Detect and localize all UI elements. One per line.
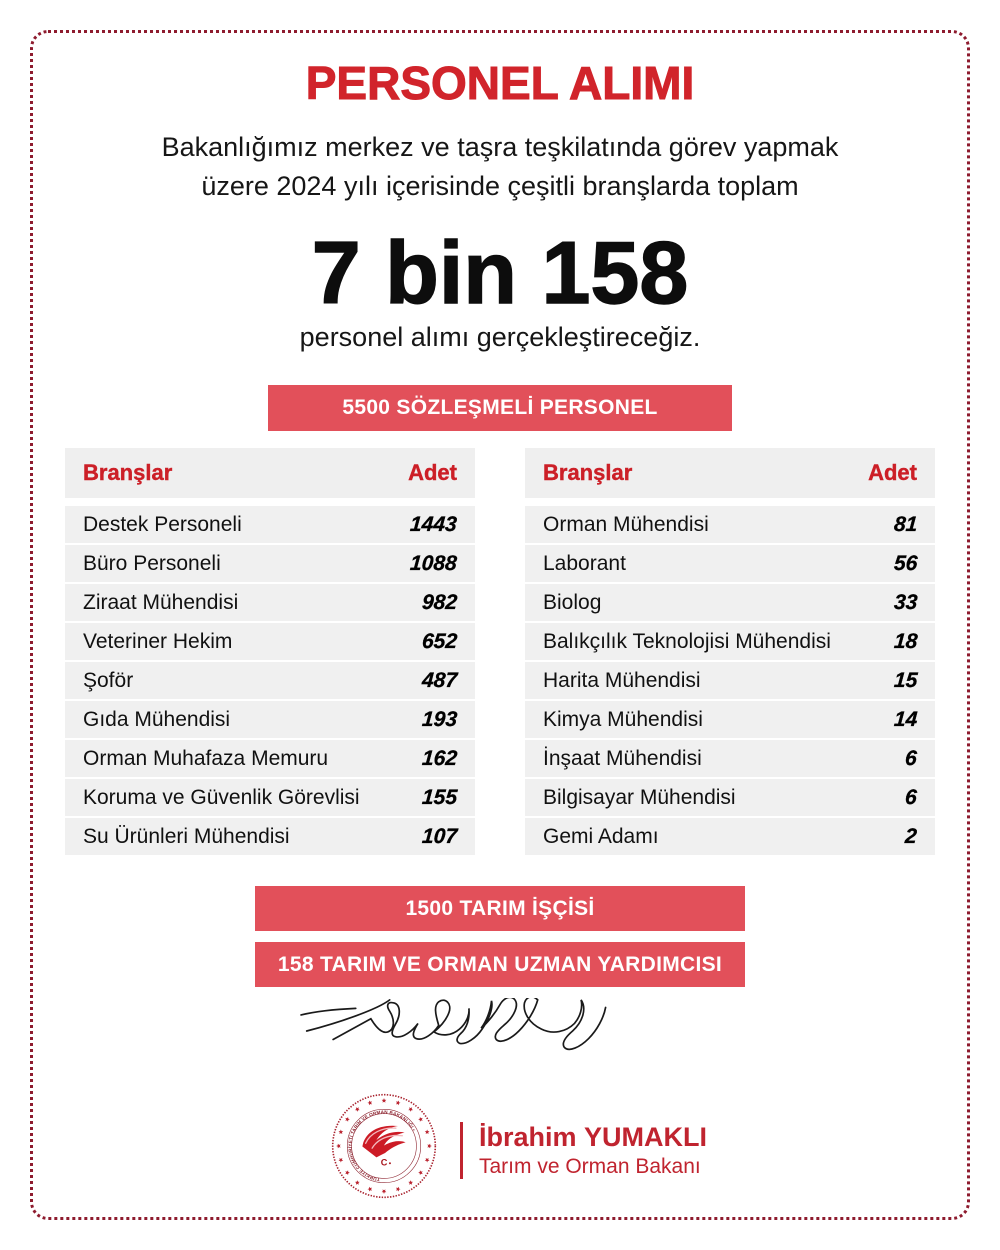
- svg-text:C: C: [381, 1157, 388, 1167]
